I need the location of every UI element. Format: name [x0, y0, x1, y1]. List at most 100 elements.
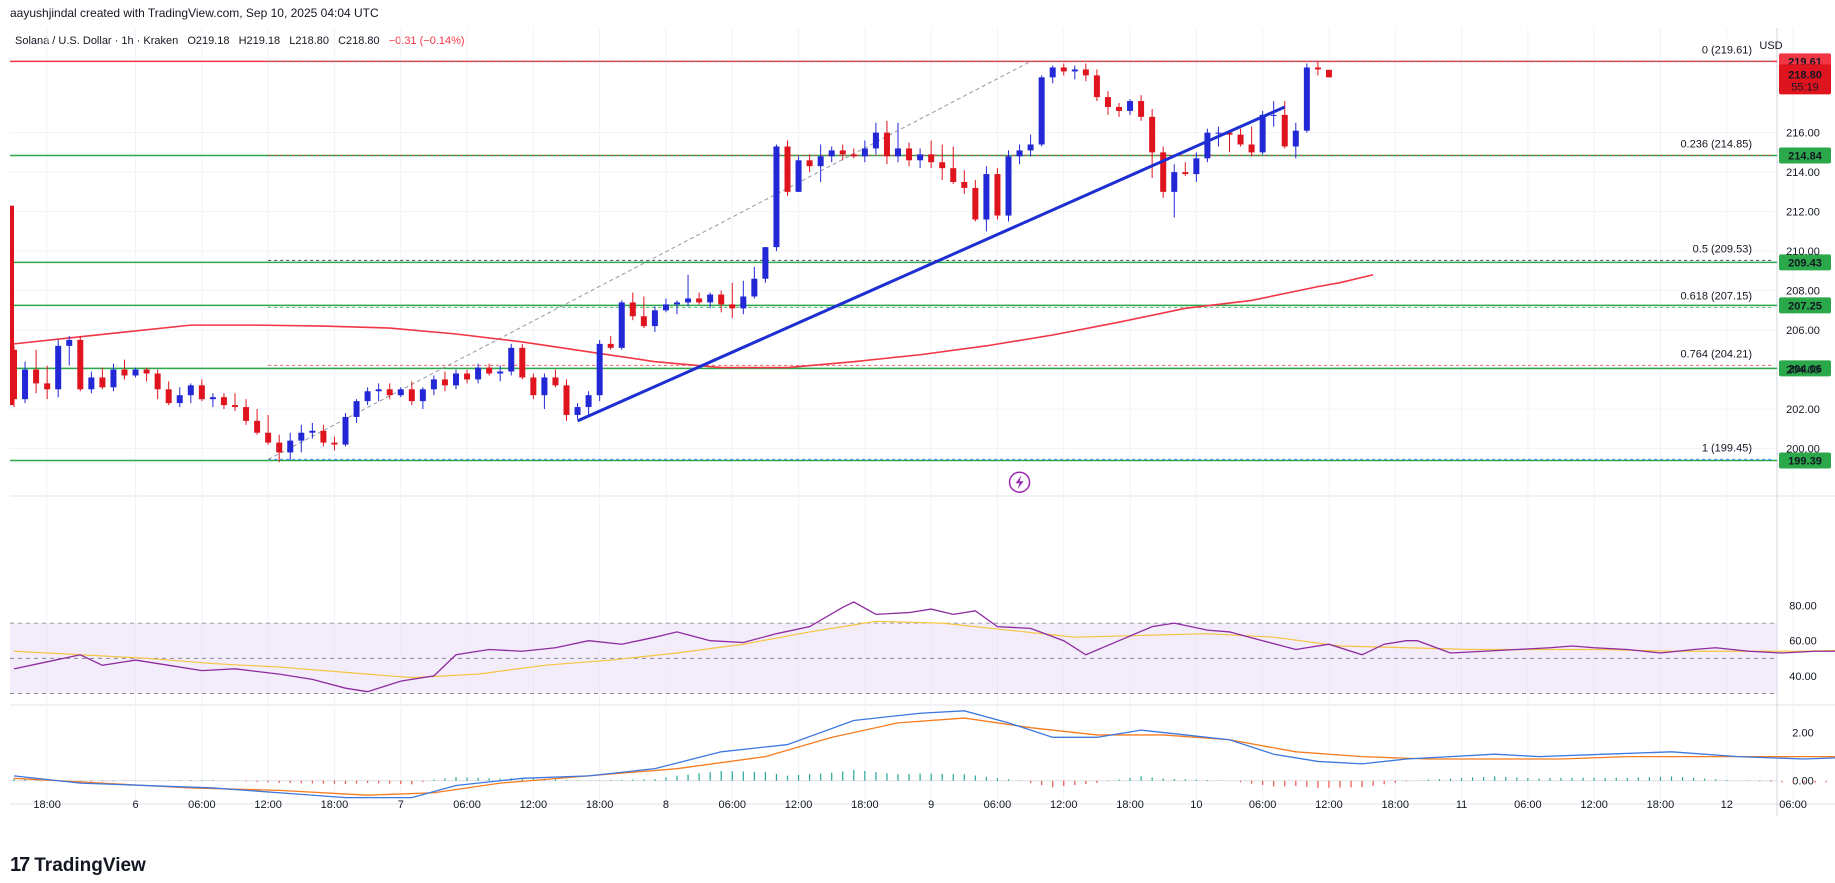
- candle-body: [1303, 67, 1310, 131]
- rsi-signal-line: [13, 620, 1835, 679]
- candle-body: [1104, 97, 1111, 107]
- candle: [1314, 61, 1321, 76]
- x-tick-label: 06:00: [1249, 799, 1277, 811]
- candle-body: [99, 377, 106, 388]
- trendline[interactable]: [576, 105, 1286, 423]
- close-value: C218.80: [338, 35, 380, 47]
- candle-body: [1149, 116, 1156, 153]
- candle: [1237, 128, 1244, 147]
- candle: [408, 381, 415, 406]
- candle: [508, 343, 515, 376]
- candle-body: [287, 440, 294, 453]
- candle: [475, 363, 482, 384]
- x-tick-label: 6: [132, 799, 138, 811]
- candle: [895, 122, 901, 163]
- y-tick-label: 200.00: [1786, 444, 1820, 456]
- candle: [1303, 63, 1310, 133]
- level-tag: [1779, 297, 1831, 314]
- macd-tick-label: 2.00: [1792, 728, 1813, 740]
- candle: [707, 292, 714, 309]
- candle: [563, 379, 570, 421]
- last-price-value: 218.80: [1788, 69, 1822, 81]
- candle-body: [1292, 130, 1299, 147]
- candle-body: [1248, 144, 1255, 153]
- candle-body: [850, 154, 857, 157]
- candle: [1060, 63, 1067, 76]
- candle-body: [353, 401, 360, 417]
- candle: [828, 146, 835, 163]
- candle-body: [364, 391, 371, 402]
- candle: [375, 383, 382, 402]
- x-tick-label: 06:00: [453, 799, 481, 811]
- x-tick-label: 12:00: [520, 799, 548, 811]
- candle-body: [994, 174, 1001, 216]
- candle-body: [729, 304, 736, 309]
- fib-label: 0.5 (209.53): [1693, 243, 1752, 255]
- candle-body: [718, 294, 725, 305]
- candle: [740, 280, 747, 315]
- candle: [320, 424, 327, 447]
- time-axis[interactable]: 18:00 6 06:00 12:00 18:00 7 06:00 12:00 18:00 8 06…: [33, 799, 1806, 811]
- candle-body: [1325, 69, 1332, 78]
- candle-body: [596, 343, 603, 396]
- candle: [486, 363, 493, 376]
- candle-body: [419, 389, 426, 402]
- candle-body: [88, 377, 95, 390]
- candle: [795, 156, 802, 192]
- candle-body: [618, 302, 625, 348]
- candle: [121, 359, 128, 380]
- candle: [464, 369, 471, 384]
- candle-body: [950, 168, 957, 182]
- candle: [44, 365, 51, 400]
- candle: [917, 148, 924, 169]
- candle-body: [110, 369, 117, 388]
- candle-body: [1138, 101, 1145, 117]
- x-tick-label: 7: [398, 799, 404, 811]
- candle: [1027, 134, 1034, 157]
- candle-body: [209, 397, 216, 400]
- candle: [287, 432, 294, 461]
- candle-body: [674, 302, 680, 305]
- candle: [55, 339, 62, 398]
- candle-body: [685, 298, 692, 303]
- candle-body: [762, 247, 769, 279]
- candle: [696, 292, 703, 305]
- candle-body: [165, 389, 172, 404]
- tradingview-wordmark: TradingView: [34, 854, 146, 876]
- candle-body: [1281, 114, 1288, 147]
- candle-body: [629, 302, 636, 317]
- candle: [839, 144, 846, 161]
- tradingview-logo[interactable]: 17 TradingView: [10, 854, 146, 877]
- candle-body: [397, 389, 404, 396]
- lightning-icon: [1008, 471, 1031, 493]
- price-axis[interactable]: 200.00 202.00 204.00 206.00 208.00 210.00 212.…: [1786, 128, 1820, 456]
- tradingview-logo-icon: 17: [10, 854, 30, 876]
- candle-body: [872, 132, 879, 149]
- candle-body: [143, 369, 150, 374]
- candle-body: [508, 347, 515, 372]
- candle: [950, 146, 957, 184]
- candle-body: [1226, 132, 1233, 135]
- candle-body: [1093, 75, 1100, 98]
- lightning-icon-bolt: [1015, 475, 1024, 490]
- candle-body: [861, 148, 868, 157]
- y-tick-label: 210.00: [1786, 246, 1820, 258]
- candle-body: [541, 377, 548, 396]
- candle: [883, 120, 890, 165]
- candle: [1127, 99, 1134, 115]
- candle-body: [1027, 144, 1034, 151]
- candle-body: [1071, 69, 1078, 72]
- candle-body: [906, 148, 913, 161]
- candle-body: [917, 154, 924, 161]
- candle: [552, 369, 559, 388]
- y-tick-label: 204.00: [1786, 365, 1820, 377]
- candle: [1248, 126, 1255, 157]
- candle-body: [453, 373, 459, 386]
- candle-body: [1182, 172, 1189, 175]
- x-tick-label: 12:00: [1580, 799, 1608, 811]
- candle: [342, 412, 349, 447]
- candle: [1082, 63, 1089, 82]
- candle: [77, 335, 84, 392]
- candle-body: [740, 296, 747, 309]
